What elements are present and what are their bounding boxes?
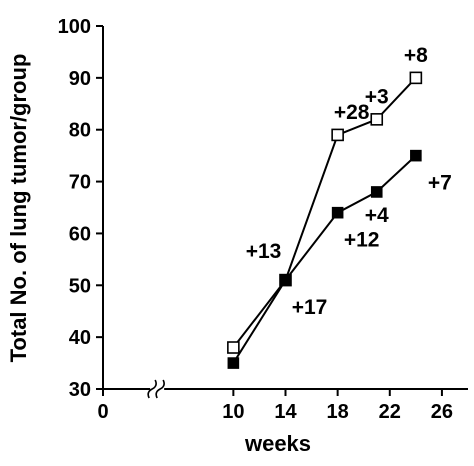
data-annotation: +7 bbox=[428, 172, 452, 195]
data-annotation: +12 bbox=[344, 229, 380, 252]
y-tick-label: 30 bbox=[69, 379, 91, 401]
x-tick-label: 10 bbox=[222, 401, 244, 423]
open-square-marker bbox=[370, 113, 384, 126]
y-tick-label: 80 bbox=[69, 120, 91, 142]
x-tick-label: 22 bbox=[379, 401, 401, 423]
y-axis-title: Total No. of lung tumor/group bbox=[6, 54, 31, 363]
filled-square-marker bbox=[331, 206, 344, 219]
axis-break-gap bbox=[150, 379, 165, 399]
open-square-marker bbox=[409, 71, 423, 85]
y-tick-label: 60 bbox=[69, 223, 91, 245]
data-annotation: +4 bbox=[365, 204, 389, 227]
y-tick-label: 70 bbox=[69, 172, 91, 194]
y-tick-label: 90 bbox=[69, 68, 91, 90]
x-axis-title: weeks bbox=[244, 431, 311, 456]
axes: 30 40 50 60 70 80 90 100 0 10 14 18 22 26 bbox=[58, 16, 468, 423]
filled-square-marker bbox=[227, 357, 240, 369]
x-tick-label: 0 bbox=[97, 401, 108, 423]
y-tick-label: 40 bbox=[69, 327, 91, 349]
filled-square-marker bbox=[410, 149, 422, 162]
y-tick-label: 100 bbox=[58, 16, 91, 38]
x-tick-label: 18 bbox=[327, 401, 349, 423]
y-tick-label: 50 bbox=[69, 275, 91, 297]
open-square-marker bbox=[227, 341, 240, 354]
axis-break-mark bbox=[147, 379, 157, 399]
filled-square-marker bbox=[279, 274, 292, 286]
data-annotation: +3 bbox=[365, 85, 389, 108]
data-annotation: +8 bbox=[404, 44, 428, 67]
axis-break-mark bbox=[155, 379, 165, 399]
x-tick-label: 14 bbox=[274, 401, 297, 423]
annotations: +13 +28+3 +8 +17 +12+4 +7 bbox=[246, 44, 452, 319]
data-annotation: +17 bbox=[292, 296, 328, 319]
open-square-marker bbox=[331, 128, 344, 142]
data-annotation: +28 bbox=[334, 101, 370, 124]
filled-square-marker bbox=[370, 186, 383, 198]
data-annotation: +13 bbox=[246, 240, 282, 263]
x-tick-label: 26 bbox=[431, 401, 453, 423]
series-markers bbox=[227, 71, 423, 369]
